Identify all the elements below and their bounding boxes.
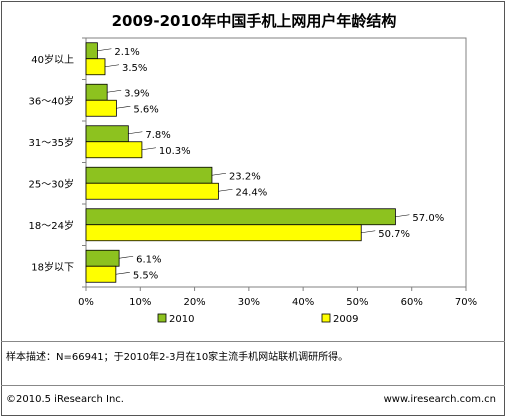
divider-top — [1, 341, 505, 342]
sample-note: 样本描述：N=66941；于2010年2-3月在10家主流手机网站联机调研所得。 — [6, 352, 349, 363]
legend-label-2009: 2009 — [333, 314, 358, 325]
category-label: 18～24岁 — [29, 219, 74, 232]
bar-2009 — [85, 224, 362, 242]
data-label-leader — [361, 230, 376, 234]
category-label: 31～35岁 — [29, 136, 74, 149]
data-label-leader — [115, 271, 130, 275]
x-tick-label: 40% — [292, 297, 314, 308]
x-tick-label: 70% — [455, 297, 477, 308]
bar-2010 — [85, 249, 120, 267]
copyright-text: ©2010.5 iResearch Inc. — [6, 394, 124, 405]
category-label: 40岁以上 — [31, 53, 74, 66]
bar-2010 — [85, 208, 396, 226]
data-label-leader — [116, 105, 131, 109]
data-label-leader — [128, 131, 143, 135]
data-label-2009: 5.6% — [133, 104, 158, 115]
data-label-2009: 24.4% — [235, 187, 267, 198]
bar-2009 — [85, 58, 106, 76]
x-tick-label: 30% — [238, 297, 260, 308]
data-label-leader — [119, 255, 134, 259]
bar-2010 — [85, 42, 98, 60]
data-label-leader — [211, 172, 226, 176]
bar-2010 — [85, 166, 213, 184]
data-label-leader — [141, 147, 156, 151]
data-label-2009: 3.5% — [122, 63, 147, 74]
bar-2010 — [85, 83, 108, 101]
bar-2009 — [85, 265, 117, 283]
legend-label-2010: 2010 — [169, 314, 194, 325]
data-label-2009: 50.7% — [378, 229, 410, 240]
data-label-2009: 10.3% — [159, 146, 191, 157]
website-text: www.iresearch.com.cn — [383, 394, 496, 405]
bar-chart: 0% 10% 20% 30% 40% 50% 60% 70% 40岁以上 2.1% 3.5% 36～4… — [29, 37, 477, 325]
bar-2009 — [85, 182, 219, 200]
data-label-2010: 3.9% — [124, 88, 149, 99]
data-label-leader — [395, 214, 410, 218]
category-label: 36～40岁 — [29, 94, 74, 107]
legend-swatch-2009 — [321, 313, 331, 323]
data-label-2010: 6.1% — [136, 254, 161, 265]
data-label-2010: 7.8% — [145, 130, 170, 141]
x-tick-label: 20% — [183, 297, 205, 308]
data-label-leader — [107, 89, 122, 93]
bar-2009 — [85, 141, 143, 159]
legend-swatch-2010 — [157, 313, 167, 323]
data-label-2010: 2.1% — [114, 47, 139, 58]
bar-2009 — [85, 99, 117, 117]
data-label-leader — [218, 188, 233, 192]
plot-area — [85, 37, 467, 288]
x-tick-label: 0% — [78, 297, 94, 308]
bar-2010 — [85, 125, 129, 143]
data-label-2010: 57.0% — [412, 213, 444, 224]
data-label-2009: 5.5% — [133, 270, 158, 281]
data-label-leader — [97, 48, 112, 52]
category-label: 18岁以下 — [31, 260, 74, 273]
chart-title: 2009-2010年中国手机上网用户年龄结构 — [111, 12, 397, 30]
category-label: 25～30岁 — [29, 177, 74, 190]
x-tick-label: 50% — [346, 297, 368, 308]
x-tick-label: 60% — [401, 297, 423, 308]
divider-bottom — [1, 385, 505, 386]
x-tick-label: 10% — [129, 297, 151, 308]
data-label-leader — [104, 64, 120, 68]
data-label-2010: 23.2% — [229, 171, 261, 182]
